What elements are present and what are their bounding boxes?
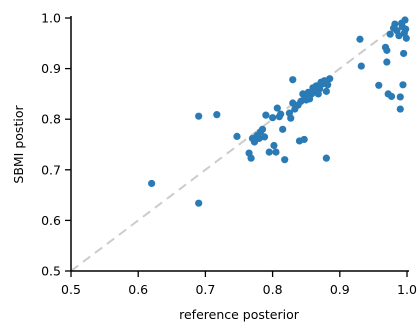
data-points: [148, 16, 410, 207]
y-tick-label: 0.9: [41, 61, 61, 76]
x-tick-label: 0.6: [128, 282, 148, 297]
data-point: [326, 75, 334, 83]
data-point: [402, 34, 410, 42]
y-axis-ticks: 0.5 0.6 0.7 0.8 0.9 1.0: [41, 11, 71, 279]
data-point: [316, 85, 324, 93]
data-point: [395, 32, 403, 40]
data-point: [375, 81, 383, 89]
data-point: [233, 132, 241, 141]
data-point: [289, 76, 297, 84]
data-point: [386, 30, 394, 38]
y-axis-label: SBMI postior: [11, 105, 26, 184]
data-point: [262, 111, 270, 119]
x-tick-label: 0.7: [195, 282, 215, 297]
y-tick-label: 1.0: [41, 11, 61, 26]
x-tick-label: 0.9: [330, 282, 350, 297]
x-tick-label: 1.0: [397, 282, 417, 297]
data-point: [396, 93, 404, 101]
data-point: [277, 110, 285, 118]
data-point: [322, 87, 330, 95]
reference-diagonal-line: [70, 17, 408, 272]
data-point: [195, 112, 203, 120]
data-point: [287, 114, 295, 122]
x-axis-label: reference posterior: [179, 307, 300, 322]
y-tick-label: 0.6: [41, 213, 61, 228]
data-point: [247, 154, 255, 162]
data-point: [322, 154, 330, 162]
data-point: [357, 62, 365, 70]
data-point: [281, 156, 289, 164]
y-tick-label: 0.5: [41, 264, 61, 279]
x-tick-label: 0.5: [61, 282, 81, 297]
data-point: [396, 105, 404, 113]
data-point: [400, 49, 408, 58]
data-point: [387, 92, 396, 101]
data-point: [269, 114, 277, 122]
x-axis-ticks: 0.5 0.6 0.7 0.8 0.9 1.0: [61, 271, 417, 297]
data-point: [300, 135, 308, 144]
y-tick-label: 0.7: [41, 162, 61, 177]
data-point: [383, 46, 391, 54]
data-point: [148, 179, 156, 188]
data-point: [258, 125, 267, 133]
data-point: [399, 81, 407, 89]
y-tick-label: 0.8: [41, 112, 61, 127]
data-point: [265, 148, 273, 156]
data-point: [401, 16, 409, 24]
data-point: [213, 111, 221, 119]
data-point: [260, 133, 269, 141]
data-point: [391, 20, 399, 28]
data-point: [324, 81, 332, 89]
data-point: [402, 25, 410, 33]
data-point: [383, 58, 391, 66]
x-tick-label: 0.8: [263, 282, 283, 297]
data-point: [356, 35, 364, 43]
data-point: [272, 148, 280, 156]
data-point: [279, 125, 287, 133]
data-point: [270, 141, 278, 150]
data-point: [195, 199, 203, 207]
data-point: [273, 104, 281, 112]
